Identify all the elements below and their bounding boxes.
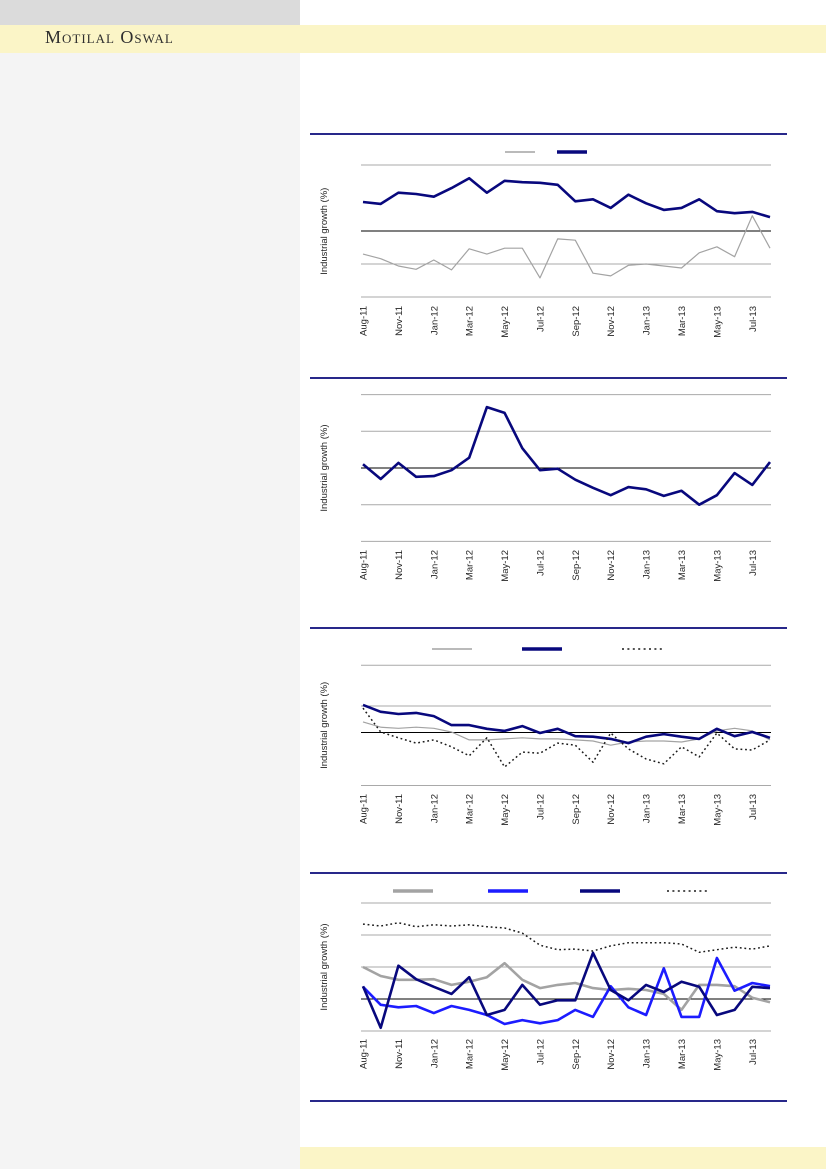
x-tick-label: Aug-11 [359,1039,370,1069]
x-tick-label: Mar-12 [465,306,476,336]
x-tick-label: Nov-12 [606,550,617,581]
x-tick-label: Mar-12 [465,550,476,580]
x-tick-label: Jan-12 [429,550,440,579]
x-tick-label: Jan-12 [429,306,440,335]
content-area [300,53,826,1147]
x-tick-label: Aug-11 [359,550,370,580]
x-tick-label: Jan-13 [642,306,653,335]
x-tick-label: Aug-11 [359,306,370,336]
x-tick-label: Sep-12 [571,306,582,337]
x-tick-label: Nov-12 [606,306,617,337]
y-axis-title: Industrial growth (%) [319,923,330,1010]
series-line-2 [362,956,771,1026]
section-separator-3 [310,627,787,629]
top-bar [0,0,300,25]
x-tick-label: Nov-11 [394,1039,405,1069]
x-tick-label: Nov-11 [394,794,405,824]
x-tick-label: Jul-13 [748,306,759,332]
x-tick-label: Jan-13 [642,550,653,579]
series-line-1 [362,215,771,279]
x-tick-label: Nov-12 [606,794,617,825]
x-tick-label: Jan-12 [429,794,440,823]
left-sidebar [0,53,300,1169]
x-tick-label: May-12 [500,306,511,338]
y-axis-title: Industrial growth (%) [319,424,330,511]
chart-4-industrial-growth: Aug-11 Nov-11 Jan-12 Mar-12 May-12 Jul-12 Sep-… [319,889,771,1071]
series-line-1 [362,961,771,1012]
x-tick-label: Jan-13 [642,794,653,823]
x-tick-label: Mar-13 [677,550,688,580]
series-line-4 [362,922,771,954]
x-tick-label: Mar-12 [465,794,476,824]
x-tick-label: Jul-12 [535,306,546,332]
x-tick-label: Nov-11 [394,306,405,336]
x-tick-label: Aug-11 [359,794,370,824]
section-separator-1 [310,133,787,135]
chart-1-industrial-growth: Aug-11 Nov-11 Jan-12 Mar-12 May-12 Jul-12 Sep-… [319,150,771,338]
x-tick-label: Jan-13 [642,1039,653,1068]
chart-3-industrial-growth: Aug-11 Nov-11 Jan-12 Mar-12 May-12 Jul-12 Sep-… [319,647,771,826]
x-tick-label: May-13 [712,306,723,338]
brand-band: Motilal Oswal [0,25,826,53]
x-tick-label: May-12 [500,550,511,582]
x-tick-label: Jan-12 [429,1039,440,1068]
x-tick-label: Jul-12 [535,794,546,820]
y-axis-title: Industrial growth (%) [319,188,330,275]
series-line-1 [362,405,772,507]
footer-band [300,1147,826,1169]
chart-2-industrial-growth: Aug-11 Nov-11 Jan-12 Mar-12 May-12 Jul-12 Sep-… [319,394,772,582]
x-tick-label: Sep-12 [571,1039,582,1070]
x-tick-label: Mar-13 [677,794,688,824]
x-tick-label: Mar-12 [465,1039,476,1069]
x-tick-label: May-13 [712,794,723,826]
series-line-2 [362,703,771,745]
series-line-2 [362,176,771,219]
section-separator-4 [310,872,787,874]
x-tick-label: Jul-12 [535,1039,546,1065]
brand-logo-text: Motilal Oswal [45,27,174,47]
x-tick-label: Mar-13 [677,306,688,336]
x-tick-label: Jul-12 [535,550,546,576]
y-axis-title: Industrial growth (%) [319,682,330,769]
series-line-3 [362,707,771,768]
x-tick-label: Sep-12 [571,794,582,825]
section-separator-bottom [310,1100,787,1102]
x-tick-label: Sep-12 [571,550,582,581]
x-tick-label: Nov-12 [606,1039,617,1070]
series-line-3 [361,951,771,1030]
x-tick-label: Mar-13 [677,1039,688,1069]
x-tick-label: Jul-13 [748,550,759,576]
x-tick-label: Jul-13 [748,794,759,820]
x-tick-label: May-12 [500,794,511,826]
x-tick-label: May-13 [712,550,723,582]
section-separator-2 [310,377,787,379]
x-tick-label: May-12 [500,1039,511,1071]
x-tick-label: Jul-13 [748,1039,759,1065]
x-tick-label: Nov-11 [394,550,405,580]
x-tick-label: May-13 [712,1039,723,1071]
